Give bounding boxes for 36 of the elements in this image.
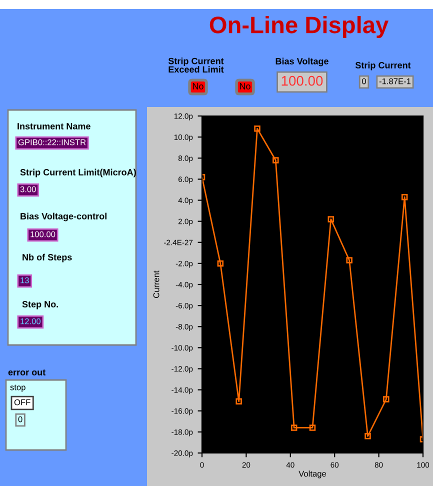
text: Nb of Steps bbox=[22, 254, 72, 262]
text: 100.00 bbox=[30, 231, 56, 238]
y-axis-title: Current bbox=[153, 270, 160, 298]
text: Step No. bbox=[22, 301, 58, 310]
point bbox=[346, 257, 352, 264]
text: Instrument Name bbox=[18, 123, 90, 130]
point bbox=[401, 194, 408, 200]
point bbox=[236, 398, 242, 405]
text: No bbox=[240, 83, 250, 90]
point bbox=[328, 216, 334, 222]
text: Strip Current Exceed Limit bbox=[168, 58, 224, 73]
point bbox=[217, 260, 224, 267]
x-axis-title: Voltage bbox=[298, 470, 326, 478]
text: OFF bbox=[14, 399, 30, 406]
point bbox=[309, 424, 316, 431]
point bbox=[272, 157, 279, 164]
text: Bias Voltage bbox=[276, 58, 328, 66]
text: error out bbox=[8, 369, 46, 376]
text: 3.00 bbox=[20, 186, 36, 192]
text: 0 bbox=[362, 78, 366, 84]
point bbox=[290, 424, 298, 431]
text: No bbox=[192, 83, 204, 90]
text: GPIB0::22::INSTR bbox=[18, 139, 86, 146]
text: 13 bbox=[20, 277, 29, 284]
text: Strip Current Limit(MicroA) bbox=[20, 168, 136, 178]
text: stop bbox=[10, 384, 26, 392]
text: 100.00 bbox=[282, 76, 323, 86]
chart-title: On-Line Display bbox=[210, 16, 389, 38]
text: 12.00 bbox=[20, 318, 41, 324]
text: -1.87E-1 bbox=[379, 78, 411, 84]
point bbox=[383, 396, 390, 402]
point bbox=[364, 433, 371, 440]
text: 0 bbox=[18, 416, 22, 422]
text: Bias Voltage-control bbox=[20, 212, 106, 222]
text: Strip Current bbox=[355, 62, 411, 70]
point bbox=[254, 126, 260, 132]
